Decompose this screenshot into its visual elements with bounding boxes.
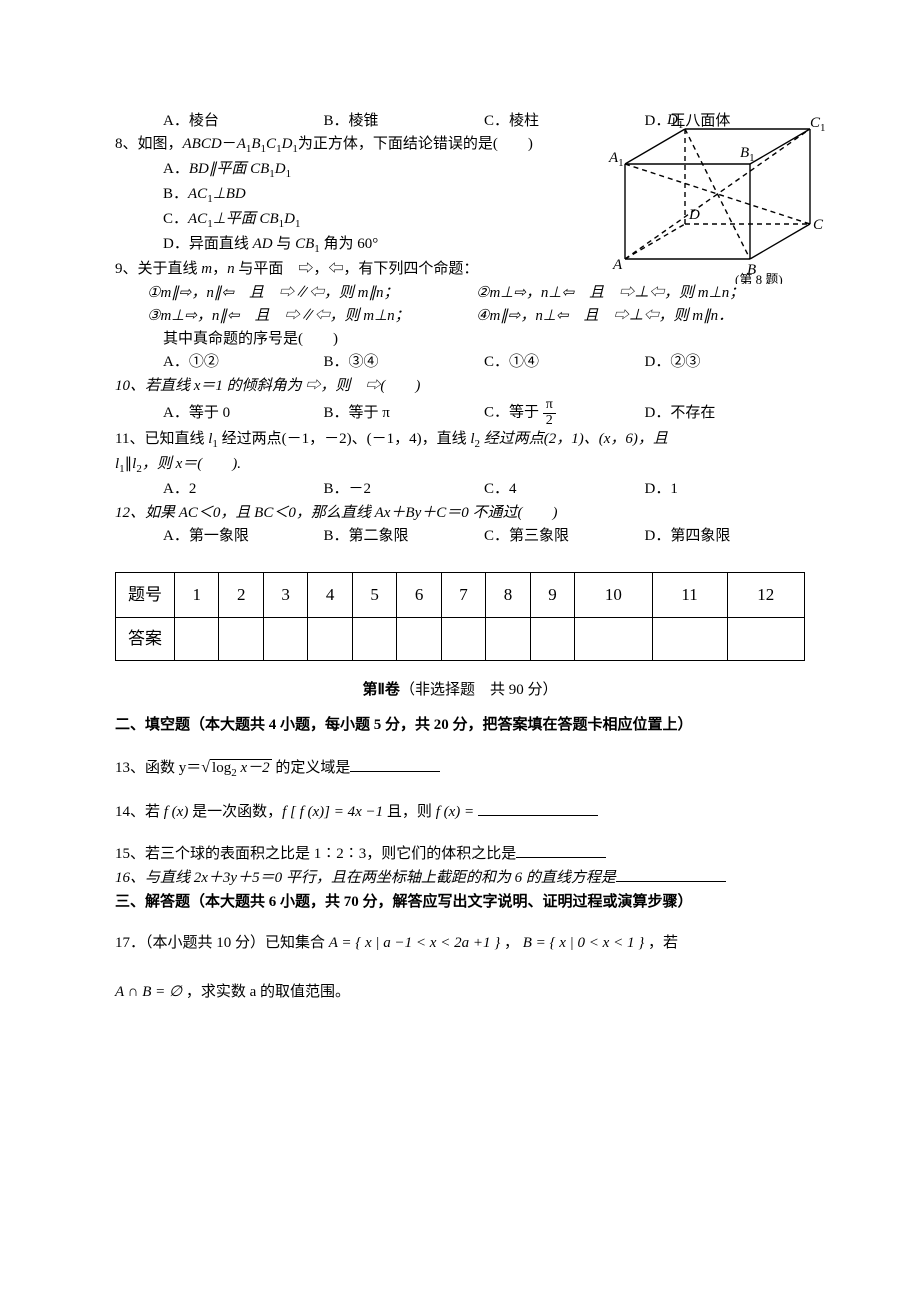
ans-7[interactable] xyxy=(441,618,485,661)
grid-col-11: 11 xyxy=(652,573,727,618)
q9-p2: ②m⊥⇨，n⊥⇦ 且 ⇨⊥⇦，则 m⊥n； xyxy=(476,285,744,301)
ans-10[interactable] xyxy=(575,618,652,661)
q7-options: A．棱台 B．棱锥 C．棱柱 D．正八面体 xyxy=(115,110,805,133)
label-C: C xyxy=(813,217,824,233)
q11-options: A．2 B．－2 C．4 D．1 xyxy=(115,478,805,501)
grid-col-9: 9 xyxy=(530,573,574,618)
q9-B: B．③④ xyxy=(324,351,485,374)
svg-text:B1: B1 xyxy=(740,145,755,164)
q9-p1: ①m∥⇨，n∥⇦ 且 ⇨∥⇦，则 m∥n； xyxy=(147,285,399,301)
q11-C: C．4 xyxy=(484,478,645,501)
q9-options: A．①② B．③④ C．①④ D．②③ xyxy=(115,351,805,374)
ans-2[interactable] xyxy=(219,618,263,661)
ans-8[interactable] xyxy=(486,618,530,661)
q11-stem: 11、已知直线 l1 经过两点(－1，－2)、(－1，4)，直线 l2 经过两点… xyxy=(115,428,805,453)
q9-ask: 其中真命题的序号是( ) xyxy=(115,328,805,351)
q11-line2: l1∥l2，则 x＝( ). xyxy=(115,453,805,478)
label-D: D xyxy=(688,207,700,223)
ans-11[interactable] xyxy=(652,618,727,661)
exam-page: A B C D A1 B1 C1 D1 (第 8 题) A．棱台 B．棱锥 C．… xyxy=(0,0,920,1302)
q14: 14、若 f (x) 是一次函数，f [ f (x)] = 4x −1 且，则 … xyxy=(115,800,805,824)
ans-12[interactable] xyxy=(727,618,804,661)
grid-col-2: 2 xyxy=(219,573,263,618)
q7-C: C．棱柱 xyxy=(484,110,645,133)
label-A: A xyxy=(612,257,623,273)
q9-D: D．②③ xyxy=(645,351,806,374)
q12-B: B．第二象限 xyxy=(324,525,485,548)
q12-options: A．第一象限 B．第二象限 C．第三象限 D．第四象限 xyxy=(115,525,805,548)
ans-4[interactable] xyxy=(308,618,352,661)
grid-header-row: 题号 1 2 3 4 5 6 7 8 9 10 11 12 xyxy=(116,573,805,618)
q15-blank[interactable] xyxy=(516,842,606,858)
cube-svg: A B C D A1 B1 C1 D1 (第 8 题) xyxy=(605,109,825,284)
q12-A: A．第一象限 xyxy=(163,525,324,548)
q16: 16、与直线 2x＋3y＋5＝0 平行，且在两坐标轴上截距的和为 6 的直线方程… xyxy=(115,866,805,890)
q12-C: C．第三象限 xyxy=(484,525,645,548)
q11-D: D．1 xyxy=(645,478,806,501)
q17-line2: A ∩ B = ∅ ，求实数 a 的取值范围。 xyxy=(115,981,805,1004)
q15: 15、若三个球的表面积之比是 1∶2∶3，则它们的体积之比是 xyxy=(115,842,805,866)
cube-figure: A B C D A1 B1 C1 D1 (第 8 题) xyxy=(605,109,825,284)
q11-B: B．－2 xyxy=(324,478,485,501)
q7-D: D．正八面体 xyxy=(645,110,806,133)
label-B1: B xyxy=(740,145,749,161)
grid-col-5: 5 xyxy=(352,573,396,618)
q13: 13、函数 y＝√log2 x－2 的定义域是 xyxy=(115,756,805,782)
grid-col-8: 8 xyxy=(486,573,530,618)
q9-A: A．①② xyxy=(163,351,324,374)
grid-col-6: 6 xyxy=(397,573,441,618)
q10-B: B．等于 π xyxy=(324,402,485,425)
grid-label-ans: 答案 xyxy=(116,618,175,661)
q9-C: C．①④ xyxy=(484,351,645,374)
q9-props-34: ③m⊥⇨，n∥⇦ 且 ⇨∥⇦，则 m⊥n； ④m∥⇨，n⊥⇦ 且 ⇨⊥⇦，则 m… xyxy=(115,305,805,328)
grid-col-12: 12 xyxy=(727,573,804,618)
q14-blank[interactable] xyxy=(478,800,598,816)
part2-title: 第Ⅱ卷（非选择题 共 90 分） xyxy=(115,679,805,702)
answer-grid: 题号 1 2 3 4 5 6 7 8 9 10 11 12 答案 xyxy=(115,572,805,661)
q10-stem: 10、若直线 x＝1 的倾斜角为 ⇨，则 ⇨( ) xyxy=(115,375,805,398)
fig8-caption: (第 8 题) xyxy=(735,272,783,284)
svg-text:A1: A1 xyxy=(608,150,624,169)
grid-col-3: 3 xyxy=(263,573,307,618)
grid-label-num: 题号 xyxy=(116,573,175,618)
q11-A: A．2 xyxy=(163,478,324,501)
q17-line1: 17．（本小题共 10 分）已知集合 A = { x | a −1 < x < … xyxy=(115,932,805,955)
q9-p3: ③m⊥⇨，n∥⇦ 且 ⇨∥⇦，则 m⊥n； xyxy=(147,308,410,324)
q7-A: A．棱台 xyxy=(163,110,324,133)
ans-6[interactable] xyxy=(397,618,441,661)
q10-options: A．等于 0 B．等于 π C．等于 π2 D．不存在 xyxy=(115,398,805,428)
q7-B: B．棱锥 xyxy=(324,110,485,133)
q9-props-12: ①m∥⇨，n∥⇦ 且 ⇨∥⇦，则 m∥n； ②m⊥⇨，n⊥⇦ 且 ⇨⊥⇦，则 m… xyxy=(115,282,805,305)
fill-header: 二、填空题（本大题共 4 小题，每小题 5 分，共 20 分，把答案填在答题卡相… xyxy=(115,714,805,737)
q12-stem: 12、如果 AC＜0，且 BC＜0，那么直线 Ax＋By＋C＝0 不通过( ) xyxy=(115,502,805,525)
q10-A: A．等于 0 xyxy=(163,402,324,425)
q9-p4: ④m∥⇨，n⊥⇦ 且 ⇨⊥⇦，则 m∥n． xyxy=(476,308,733,324)
grid-col-7: 7 xyxy=(441,573,485,618)
ans-5[interactable] xyxy=(352,618,396,661)
svg-text:C1: C1 xyxy=(810,115,825,134)
q13-blank[interactable] xyxy=(350,756,440,772)
solve-header: 三、解答题（本大题共 6 小题，共 70 分，解答应写出文字说明、证明过程或演算… xyxy=(115,891,805,914)
q10-C: C．等于 π2 xyxy=(484,398,645,428)
grid-col-1: 1 xyxy=(175,573,219,618)
ans-3[interactable] xyxy=(263,618,307,661)
ans-1[interactable] xyxy=(175,618,219,661)
q10-D: D．不存在 xyxy=(645,402,806,425)
q16-blank[interactable] xyxy=(616,866,726,882)
grid-col-10: 10 xyxy=(575,573,652,618)
q12-D: D．第四象限 xyxy=(645,525,806,548)
grid-answer-row: 答案 xyxy=(116,618,805,661)
grid-col-4: 4 xyxy=(308,573,352,618)
ans-9[interactable] xyxy=(530,618,574,661)
